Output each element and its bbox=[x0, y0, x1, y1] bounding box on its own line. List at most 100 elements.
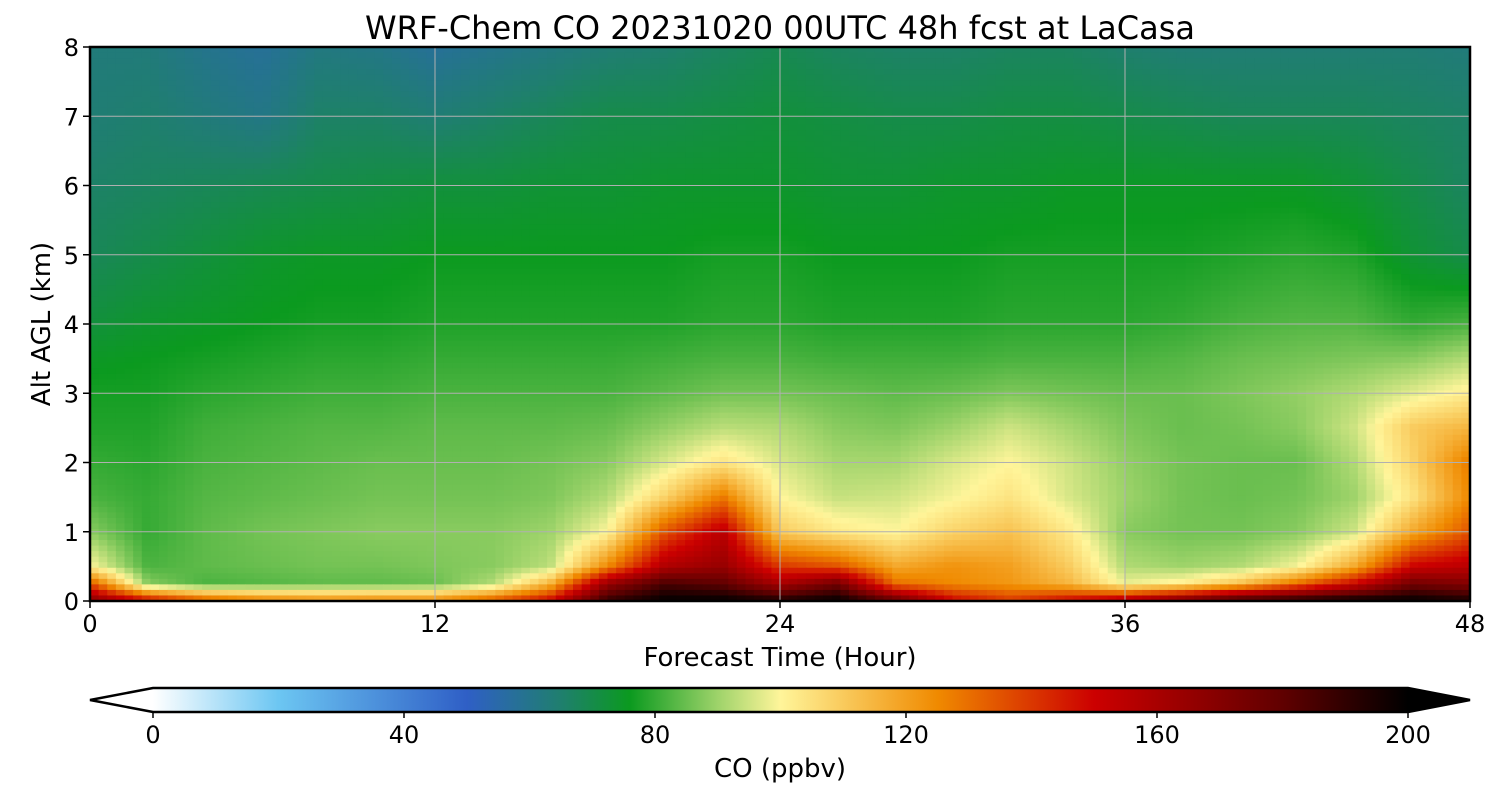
heatmap-cell bbox=[1176, 74, 1186, 81]
heatmap-cell bbox=[598, 91, 609, 98]
heatmap-cell bbox=[1340, 102, 1350, 109]
heatmap-cell bbox=[529, 85, 540, 92]
heatmap-cell bbox=[728, 102, 738, 109]
heatmap-cell bbox=[1219, 52, 1230, 59]
heatmap-cell bbox=[607, 58, 617, 65]
heatmap-cell bbox=[297, 69, 307, 76]
heatmap-cell bbox=[1176, 85, 1186, 92]
heatmap-cell bbox=[1030, 168, 1040, 176]
heatmap-cell bbox=[219, 196, 229, 203]
heatmap-cell bbox=[1219, 58, 1230, 65]
heatmap-cell bbox=[98, 163, 108, 170]
heatmap-cell bbox=[659, 196, 669, 203]
heatmap-cell bbox=[202, 196, 212, 203]
heatmap-cell bbox=[849, 135, 859, 142]
heatmap-cell bbox=[253, 152, 264, 159]
heatmap-cell bbox=[417, 174, 427, 181]
heatmap-cell bbox=[202, 69, 212, 76]
heatmap-cell bbox=[573, 191, 583, 198]
heatmap-cell bbox=[943, 168, 954, 176]
heatmap-cell bbox=[883, 174, 893, 181]
heatmap-cell bbox=[711, 157, 721, 164]
heatmap-cell bbox=[184, 63, 195, 70]
heatmap-cell bbox=[1245, 91, 1255, 98]
heatmap-cell bbox=[529, 58, 540, 65]
heatmap-cell bbox=[90, 69, 100, 76]
heatmap-cell bbox=[1073, 96, 1083, 103]
heatmap-cell bbox=[728, 174, 738, 181]
heatmap-cell bbox=[271, 146, 281, 153]
heatmap-cell bbox=[417, 96, 427, 103]
heatmap-cell bbox=[469, 179, 479, 187]
heatmap-cell bbox=[866, 74, 876, 81]
heatmap-cell bbox=[935, 146, 945, 153]
heatmap-cell bbox=[1237, 179, 1247, 187]
heatmap-cell bbox=[1116, 80, 1126, 87]
heatmap-cell bbox=[1219, 102, 1230, 109]
heatmap-cell bbox=[340, 146, 350, 153]
heatmap-cell bbox=[159, 163, 169, 170]
heatmap-cell bbox=[1081, 47, 1092, 54]
heatmap-cell bbox=[1426, 85, 1437, 92]
heatmap-cell bbox=[435, 174, 445, 181]
heatmap-cell bbox=[202, 63, 212, 70]
heatmap-cell bbox=[771, 80, 781, 87]
heatmap-cell bbox=[1306, 207, 1316, 214]
heatmap-cell bbox=[814, 69, 824, 76]
heatmap-cell bbox=[624, 47, 634, 54]
heatmap-cell bbox=[417, 157, 427, 164]
heatmap-cell bbox=[633, 157, 643, 164]
heatmap-cell bbox=[210, 135, 220, 142]
heatmap-cell bbox=[1030, 102, 1040, 109]
heatmap-cell bbox=[245, 168, 255, 176]
heatmap-cell bbox=[1254, 152, 1264, 159]
heatmap-cell bbox=[866, 96, 876, 103]
heatmap-cell bbox=[590, 52, 600, 59]
heatmap-cell bbox=[141, 185, 151, 192]
heatmap-cell bbox=[909, 179, 919, 187]
heatmap-cell bbox=[702, 58, 712, 65]
heatmap-cell bbox=[141, 213, 151, 220]
heatmap-cell bbox=[1107, 191, 1117, 198]
heatmap-cell bbox=[1004, 102, 1014, 109]
heatmap-cell bbox=[228, 102, 238, 109]
heatmap-cell bbox=[607, 80, 617, 87]
heatmap-cell bbox=[460, 168, 471, 176]
heatmap-cell bbox=[935, 135, 945, 142]
heatmap-cell bbox=[598, 135, 609, 142]
heatmap-cell bbox=[693, 202, 703, 209]
heatmap-cell bbox=[314, 96, 324, 103]
heatmap-cell bbox=[555, 107, 565, 115]
heatmap-cell bbox=[1409, 185, 1419, 192]
heatmap-cell bbox=[685, 102, 695, 109]
heatmap-cell bbox=[823, 207, 833, 214]
heatmap-cell bbox=[1133, 135, 1143, 142]
heatmap-cell bbox=[297, 58, 307, 65]
heatmap-cell bbox=[797, 135, 807, 142]
heatmap-cell bbox=[650, 74, 660, 81]
heatmap-cell bbox=[1073, 119, 1083, 126]
heatmap-cell bbox=[1116, 96, 1126, 103]
heatmap-cell bbox=[943, 58, 954, 65]
heatmap-cell bbox=[909, 124, 919, 131]
heatmap-cell bbox=[840, 185, 850, 192]
heatmap-cell bbox=[1004, 91, 1014, 98]
heatmap-cell bbox=[1228, 207, 1238, 214]
heatmap-cell bbox=[1375, 107, 1385, 115]
heatmap-cell bbox=[115, 157, 126, 164]
heatmap-cell bbox=[90, 107, 100, 115]
heatmap-cell bbox=[1392, 58, 1402, 65]
heatmap-cell bbox=[391, 168, 402, 176]
heatmap-cell bbox=[469, 141, 479, 148]
heatmap-cell bbox=[1012, 152, 1023, 159]
heatmap-cell bbox=[184, 80, 195, 87]
heatmap-cell bbox=[1202, 96, 1212, 103]
heatmap-cell bbox=[1323, 174, 1333, 181]
heatmap-cell bbox=[849, 58, 859, 65]
heatmap-cell bbox=[814, 185, 824, 192]
heatmap-cell bbox=[1461, 179, 1471, 187]
heatmap-cell bbox=[1116, 63, 1126, 70]
heatmap-cell bbox=[943, 96, 954, 103]
heatmap-cell bbox=[1021, 47, 1031, 54]
heatmap-cell bbox=[245, 52, 255, 59]
